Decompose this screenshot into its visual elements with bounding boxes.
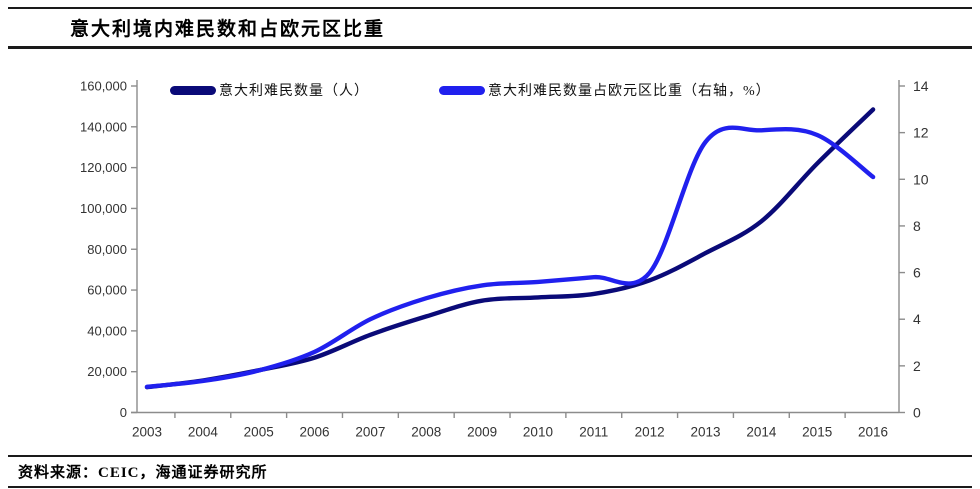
legend-item-refugees: 意大利难民数量（人） [170, 80, 369, 100]
series-share-path [144, 125, 876, 389]
left-axis-tick-label: 120,000 [80, 160, 127, 175]
right-axis-tick-label: 6 [913, 265, 921, 281]
x-axis-label: 2015 [802, 425, 832, 440]
left-axis-tick-label: 40,000 [87, 323, 127, 338]
x-axis-label: 2004 [188, 425, 219, 440]
share-line-swatch-icon [439, 85, 485, 95]
legend-item-share: 意大利难民数量占欧元区比重（右轴，%） [439, 80, 771, 100]
x-axis-label: 2010 [523, 425, 553, 440]
left-axis-tick-label: 80,000 [87, 242, 127, 257]
left-axis-tick-label: 60,000 [87, 283, 127, 298]
x-axis-label: 2003 [132, 425, 162, 440]
top-rule [8, 7, 972, 9]
right-axis-tick-label: 4 [913, 311, 921, 327]
chart-legend: 意大利难民数量（人） 意大利难民数量占欧元区比重（右轴，%） [170, 80, 771, 100]
footer-rule [8, 455, 972, 457]
refugees-legend-label: 意大利难民数量（人） [219, 84, 369, 99]
left-axis-tick-label: 100,000 [80, 201, 127, 216]
x-axis-label: 2011 [579, 425, 608, 440]
left-axis-tick-label: 0 [120, 405, 127, 420]
x-axis-label: 2008 [411, 425, 441, 440]
title-underline-rule [8, 46, 972, 49]
source-note: 资料来源：CEIC，海通证券研究所 [18, 465, 268, 481]
x-axis-label: 2013 [690, 425, 720, 440]
right-axis-tick-label: 0 [913, 405, 921, 421]
left-axis-tick-label: 20,000 [87, 364, 127, 379]
x-axis-label: 2016 [858, 425, 888, 440]
x-axis-label: 2006 [300, 425, 330, 440]
bottom-rule [8, 486, 972, 488]
x-axis-label: 2012 [635, 425, 665, 440]
left-axis-tick-label: 140,000 [80, 119, 127, 134]
right-axis-tick-label: 10 [913, 171, 929, 187]
left-axis-tick-label: 160,000 [80, 79, 127, 94]
right-axis-tick-label: 14 [913, 78, 929, 94]
right-axis-tick-label: 2 [913, 358, 921, 374]
chart-title: 意大利境内难民数和占欧元区比重 [70, 19, 386, 40]
x-axis-label: 2007 [355, 425, 385, 440]
x-axis-label: 2005 [244, 425, 274, 440]
x-axis-label: 2009 [467, 425, 497, 440]
right-axis-tick-label: 8 [913, 218, 921, 234]
right-axis-tick-label: 12 [913, 125, 929, 141]
share-legend-label: 意大利难民数量占欧元区比重（右轴，%） [488, 84, 771, 99]
series-refugees-path [144, 107, 876, 390]
refugees-line-swatch-icon [170, 85, 216, 95]
x-axis-label: 2014 [746, 425, 777, 440]
